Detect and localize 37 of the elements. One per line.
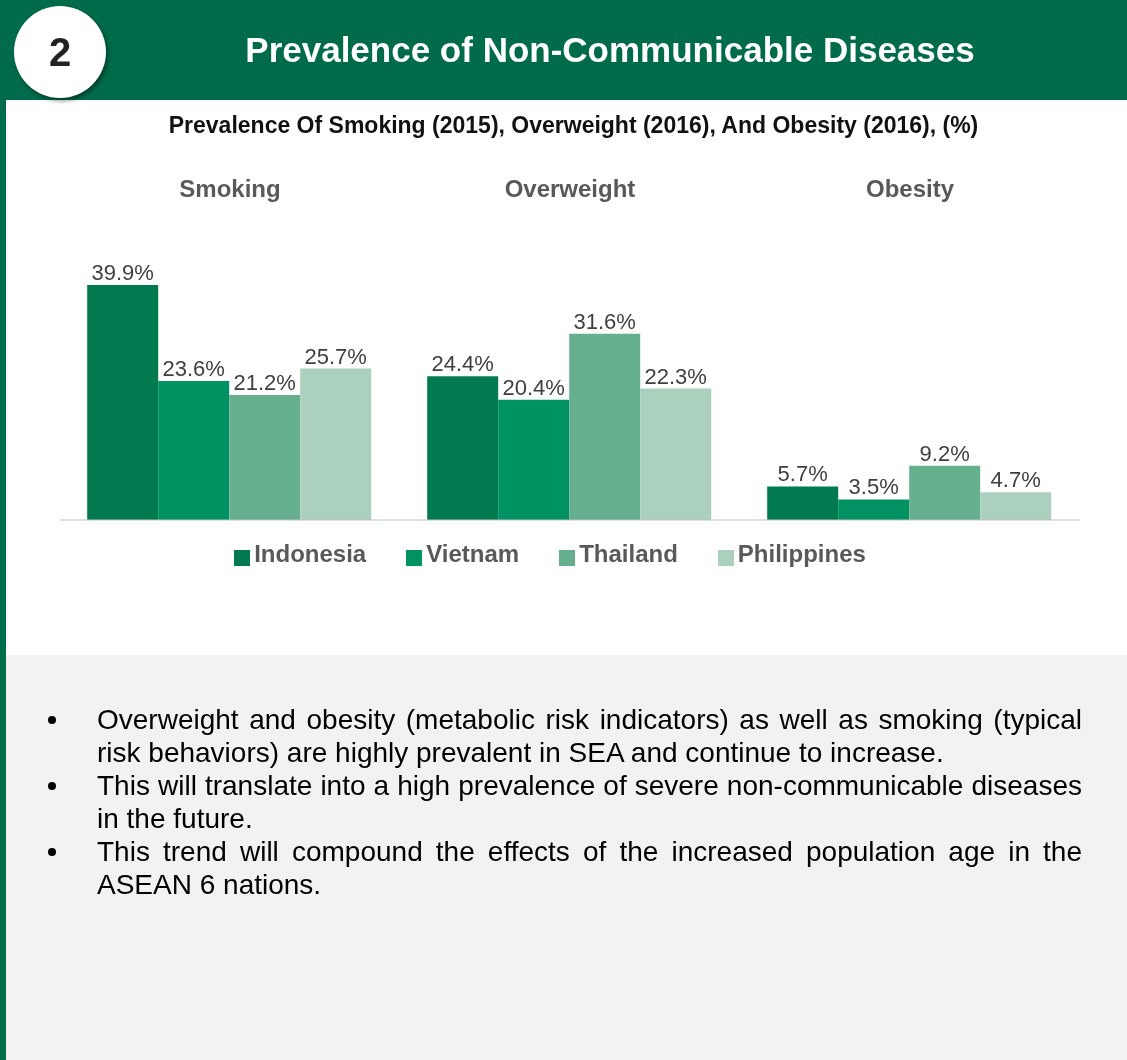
data-label: 23.6% (162, 355, 225, 381)
bar (767, 486, 839, 520)
bar (158, 380, 230, 520)
data-label: 20.4% (502, 374, 565, 400)
bar (498, 399, 570, 520)
text: 2 (14, 6, 106, 98)
data-label: 4.7% (990, 467, 1041, 493)
legend-label: Vietnam (426, 540, 520, 567)
x-tick-label: Smoking (179, 175, 281, 202)
text: Overweight and obesity (metabolic risk indicators) as well as smoking (typical risk behaviors) are highly prevalent in SEA and continue to increase. (97, 703, 1082, 769)
data-label: 22.3% (644, 363, 707, 389)
legend-label: Thailand (579, 540, 678, 567)
data-label: 21.2% (233, 370, 296, 396)
bar (87, 284, 159, 520)
bar (980, 492, 1052, 520)
text: This trend will compound the effects of the increased population age in the ASEAN 6 nations. (97, 835, 1082, 901)
data-label: 25.7% (304, 343, 367, 369)
data-label: 39.9% (91, 259, 154, 285)
legend-label: Philippines (737, 540, 866, 567)
bar (640, 388, 712, 520)
data-label: 5.7% (777, 461, 828, 487)
data-label: 9.2% (919, 440, 970, 466)
data-label: 3.5% (848, 474, 899, 500)
bar (909, 465, 981, 520)
data-label: 24.4% (431, 351, 494, 377)
x-tick-label: Obesity (865, 175, 955, 202)
bar (229, 395, 301, 520)
chart-subtitle: Prevalence Of Smoking (2015), Overweight (2016), And Obesity (2016), (%) (167, 112, 980, 139)
bar (300, 368, 372, 520)
data-label: 31.6% (573, 308, 636, 334)
bar (838, 499, 910, 520)
text: This will translate into a high prevalence of severe non-communicable diseases in the future. (97, 769, 1082, 835)
chart-title: Prevalence of Non-Communicable Diseases (244, 29, 976, 71)
x-tick-label: Overweight (504, 175, 636, 202)
bar (427, 376, 499, 520)
bar (569, 333, 641, 520)
legend-label: Indonesia (254, 540, 367, 567)
